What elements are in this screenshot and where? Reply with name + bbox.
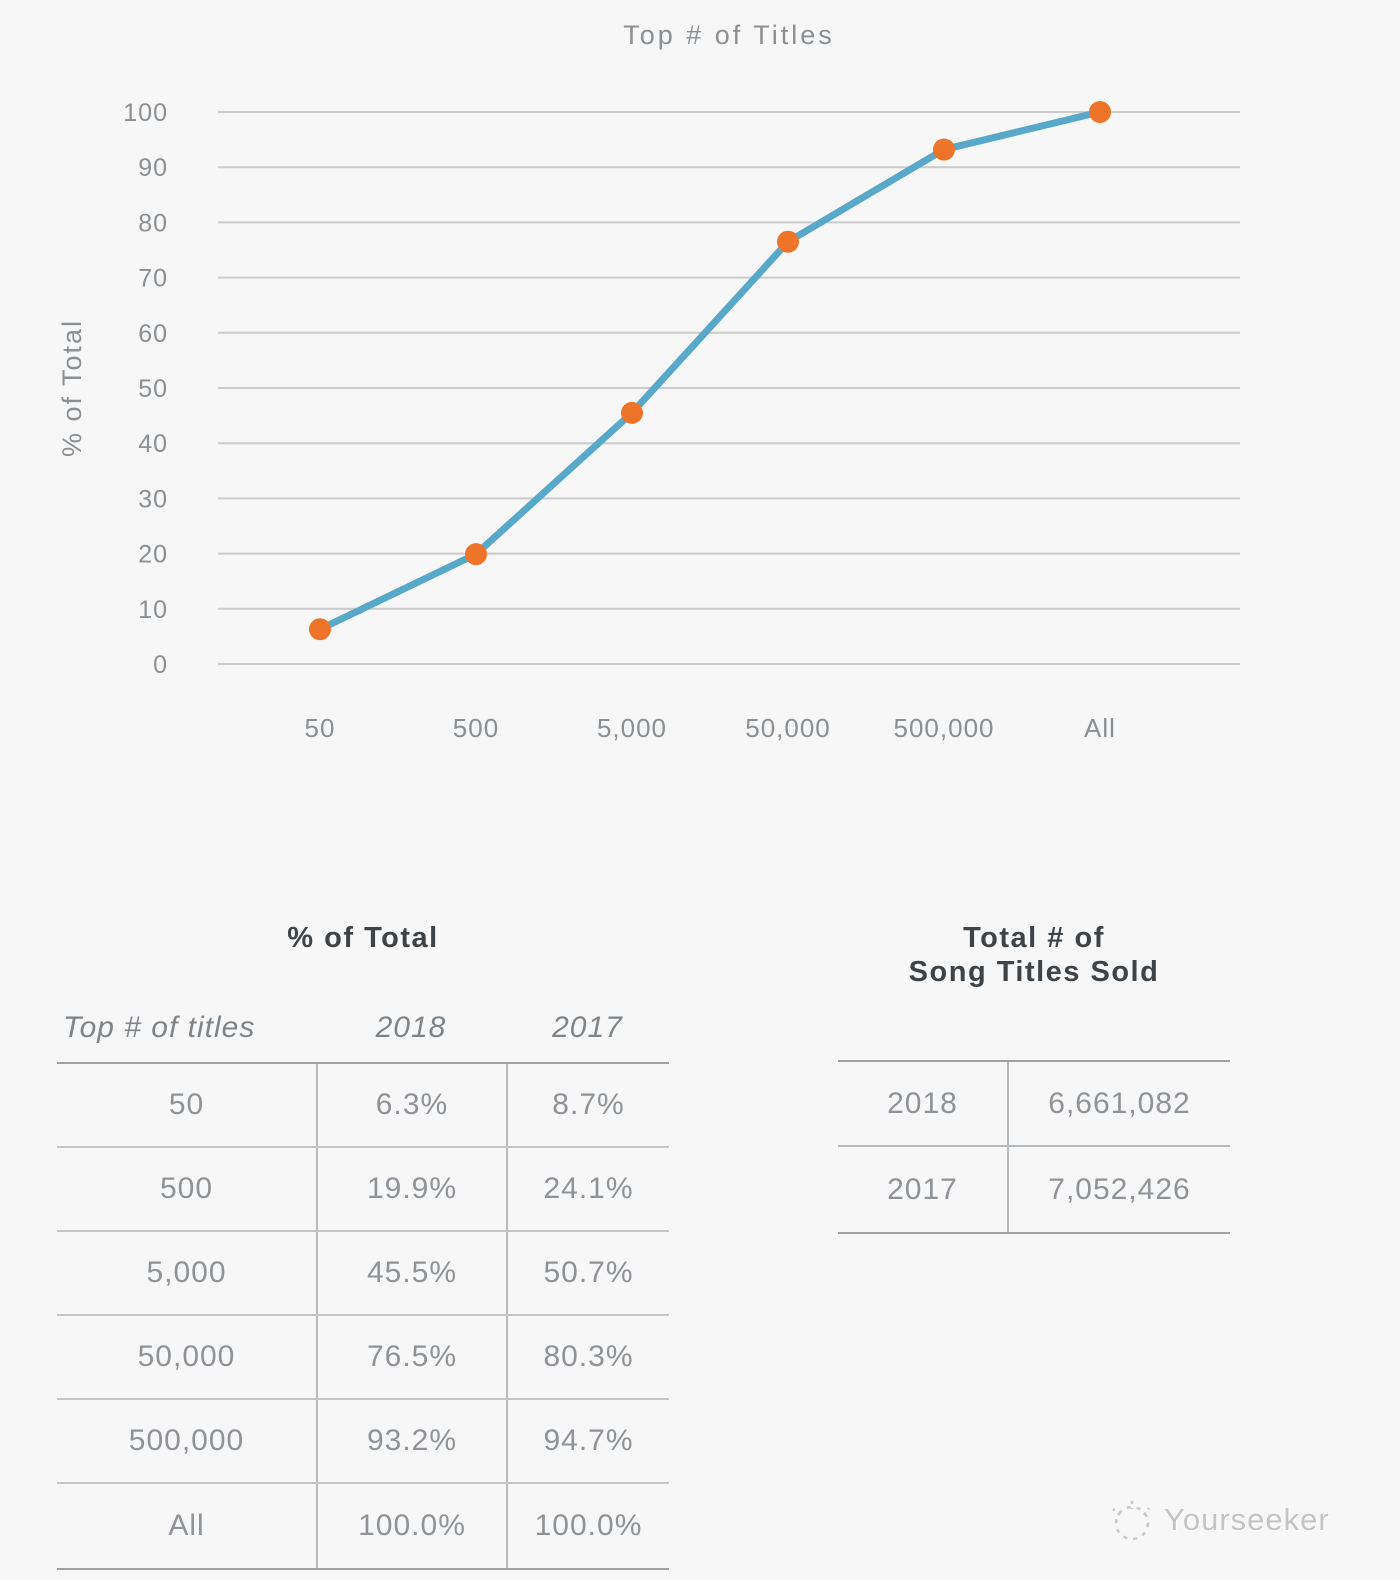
table-cell: 100.0% [316,1484,506,1568]
totals-table-title-line1: Total # of [963,922,1105,954]
table-cell: 50 [168,1088,205,1121]
y-tick-label: 80 [138,209,168,237]
year-cell: 2018 [887,1086,958,1120]
y-tick-label: 60 [138,320,168,348]
table-cell: 50.7% [506,1232,669,1314]
table-cell: All [168,1509,205,1542]
table-cell: 50,000 [137,1340,236,1373]
x-tick-label: All [1084,713,1116,743]
y-tick-label: 70 [138,265,168,293]
percent-table-header: Top # of titles 2018 2017 [57,1001,669,1055]
table-cell: 100.0% [506,1484,669,1568]
table-row: 2018 6,661,082 [838,1062,1230,1147]
totals-table: 2018 6,661,082 2017 7,052,426 [838,1060,1230,1234]
y-tick-label: 100 [123,99,168,127]
table-cell: 6.3% [316,1064,506,1146]
x-tick-label: 50,000 [745,713,831,743]
table-cell: 8.7% [506,1064,669,1146]
y-tick-label: 20 [138,541,168,569]
data-point-marker [465,543,487,566]
table-cell: 500,000 [128,1424,245,1457]
yourseeker-logo-icon [1112,1501,1151,1541]
table-row: 2017 7,052,426 [838,1147,1230,1232]
year-cell: 2017 [887,1172,958,1206]
total-cell: 6,661,082 [1007,1062,1230,1145]
table-row: 500 19.9% 24.1% [57,1148,669,1232]
table-cell: 94.7% [506,1400,669,1482]
column-header: 2018 [375,1011,447,1044]
y-tick-label: 40 [138,430,168,458]
x-tick-label: 50 [305,713,336,743]
table-cell: 80.3% [506,1316,669,1398]
data-point-marker [309,618,331,641]
chart-title: Top # of Titles [623,20,835,50]
column-header: 2017 [552,1011,623,1044]
table-cell: 76.5% [316,1316,506,1398]
table-row: 5,000 45.5% 50.7% [57,1232,669,1316]
table-cell: 5,000 [146,1256,227,1289]
table-cell: 500 [159,1172,214,1205]
data-point-marker [777,230,799,253]
percent-table-title: % of Total [287,922,439,954]
x-tick-label: 500,000 [894,713,995,743]
column-header: Top # of titles [63,1011,256,1044]
table-row: 500,000 93.2% 94.7% [57,1400,669,1484]
totals-table-title: Total # of Song Titles Sold [838,921,1230,989]
data-point-marker [1089,101,1111,123]
y-tick-label: 90 [138,154,168,182]
percent-table: 50 6.3% 8.7% 500 19.9% 24.1% 5,000 45.5% 50.7% 50… [57,1062,669,1570]
y-tick-label: 10 [138,596,168,624]
line-chart: 0 10 20 30 40 50 60 70 80 90 100 50 500 5,000 50,000 50… [123,99,1240,743]
y-tick-label: 50 [138,375,168,403]
watermark: Yourseeker [1106,1490,1330,1550]
watermark-label: Yourseeker [1164,1502,1330,1537]
table-row: All 100.0% 100.0% [57,1484,669,1568]
data-point-marker [933,138,955,161]
table-cell: 24.1% [506,1148,669,1230]
data-point-marker [621,401,643,424]
series-line-2018 [316,108,1104,633]
y-tick-label: 0 [153,651,168,679]
table-row: 50,000 76.5% 80.3% [57,1316,669,1400]
totals-table-title-line2: Song Titles Sold [908,956,1160,988]
table-cell: 93.2% [316,1400,506,1482]
x-tick-label: 500 [453,713,499,743]
table-row: 50 6.3% 8.7% [57,1064,669,1148]
total-cell: 7,052,426 [1007,1147,1230,1232]
table-cell: 19.9% [316,1148,506,1230]
y-tick-label: 30 [138,485,168,513]
table-cell: 45.5% [316,1232,506,1314]
x-tick-label: 5,000 [597,713,667,743]
